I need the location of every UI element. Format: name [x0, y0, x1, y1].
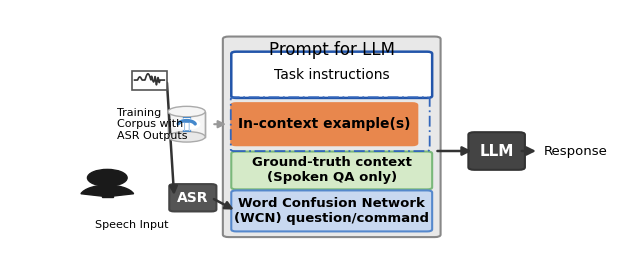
Text: Response: Response [544, 145, 607, 158]
Text: In-context example(s): In-context example(s) [238, 117, 410, 131]
Ellipse shape [168, 132, 205, 142]
FancyBboxPatch shape [132, 71, 167, 90]
Text: 💬: 💬 [182, 115, 191, 133]
Text: Speech Input: Speech Input [95, 220, 169, 230]
Wedge shape [81, 185, 134, 197]
Text: ASR: ASR [177, 191, 209, 205]
Text: Task instructions: Task instructions [274, 68, 390, 82]
FancyBboxPatch shape [223, 37, 440, 237]
FancyBboxPatch shape [468, 132, 525, 170]
FancyBboxPatch shape [231, 191, 432, 232]
FancyBboxPatch shape [231, 52, 432, 98]
Text: 📱: 📱 [184, 120, 189, 130]
FancyBboxPatch shape [169, 184, 216, 211]
Text: Training
Corpus with
ASR Outputs: Training Corpus with ASR Outputs [117, 108, 188, 141]
Text: Word Confusion Network
(WCN) question/command: Word Confusion Network (WCN) question/co… [234, 197, 429, 225]
Bar [168, 112, 205, 137]
Bar [102, 187, 113, 197]
Text: Prompt for LLM: Prompt for LLM [269, 41, 395, 59]
FancyBboxPatch shape [231, 103, 417, 145]
FancyBboxPatch shape [231, 152, 432, 189]
Text: Ground-truth context
(Spoken QA only): Ground-truth context (Spoken QA only) [252, 156, 412, 185]
Ellipse shape [168, 106, 205, 117]
Circle shape [88, 169, 127, 186]
Circle shape [173, 118, 200, 130]
Text: LLM: LLM [479, 144, 514, 159]
